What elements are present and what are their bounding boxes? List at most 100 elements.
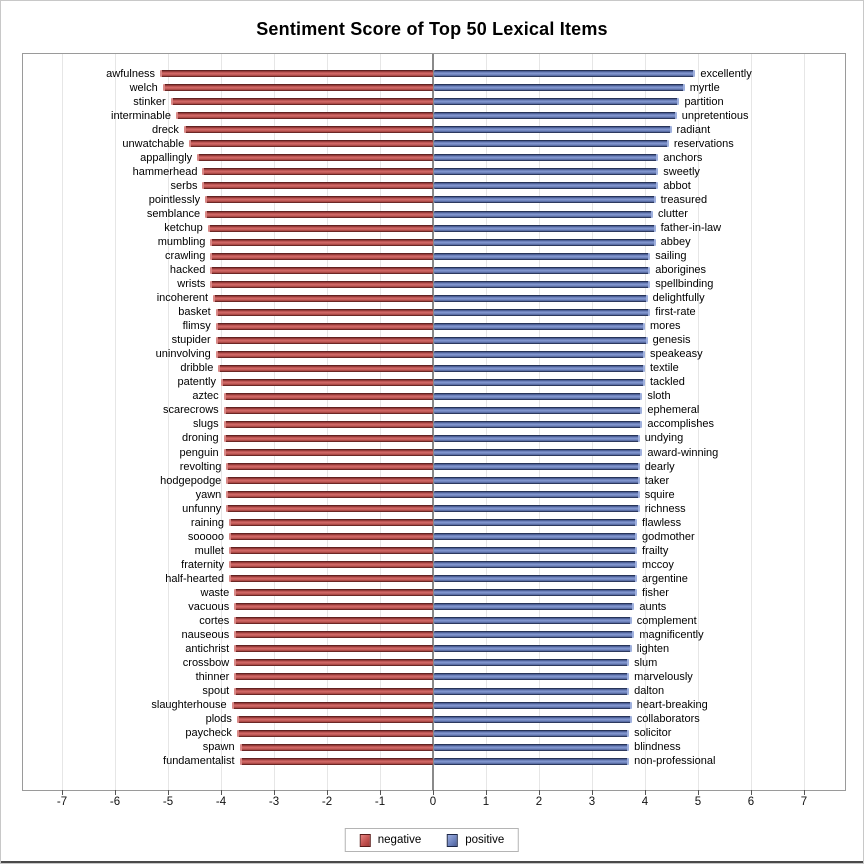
positive-bar [434,126,672,134]
legend-label-positive: positive [465,834,505,846]
negative-word-label: waste [200,586,230,599]
negative-bar [218,364,433,372]
negative-bar [226,463,433,471]
negative-bar [226,491,433,499]
x-axis-tick [380,790,381,795]
positive-word-label: myrtle [689,81,720,94]
x-axis-tick [221,790,222,795]
negative-bar [236,729,433,737]
x-axis-tick [539,790,540,795]
positive-bar [434,659,630,667]
positive-word-label: fisher [642,586,669,599]
positive-word-label: anchors [663,151,703,164]
positive-bar [434,757,630,765]
x-axis-tick [168,790,169,795]
negative-bar [234,603,433,611]
positive-bar [434,294,648,302]
positive-bar [434,617,632,625]
negative-bar [228,561,433,569]
positive-bar [434,505,640,513]
positive-bar [434,463,640,471]
negative-bar [210,238,433,246]
negative-word-label: incoherent [156,292,209,305]
positive-bar [434,561,638,569]
chart-title: Sentiment Score of Top 50 Lexical Items [256,19,608,39]
positive-word-label: spellbinding [655,278,714,291]
positive-word-label: heart-breaking [636,699,708,712]
positive-bar [434,701,632,709]
negative-bar [231,701,433,709]
positive-bar [434,420,643,428]
positive-word-label: delightfully [652,292,705,305]
positive-word-label: undying [644,432,684,445]
x-axis-tick-label: 2 [535,796,543,808]
negative-bar [228,533,433,541]
x-axis-tick [804,790,805,795]
negative-bar [223,434,433,442]
positive-bar [434,406,643,414]
negative-word-label: basket [178,306,211,319]
positive-word-label: accomplishes [647,418,714,431]
negative-word-label: yawn [195,488,222,501]
gridline [697,54,699,790]
x-axis-tick [698,790,699,795]
x-axis-tick-label: -1 [374,796,386,808]
positive-word-label: sailing [655,250,687,263]
negative-bar [221,378,433,386]
negative-bar [234,673,433,681]
negative-bar [234,589,433,597]
positive-bar [434,98,680,106]
negative-word-label: fraternity [181,558,224,571]
negative-word-label: droning [181,432,219,445]
negative-bar [202,182,433,190]
negative-bar [239,757,433,765]
x-axis-tick [115,790,116,795]
negative-word-label: unwatchable [122,137,185,150]
negative-word-label: pointlessly [148,193,201,206]
negative-word-label: mumbling [157,236,206,249]
positive-word-label: excellently [700,67,752,80]
positive-word-label: taker [644,474,670,487]
negative-bar [197,154,433,162]
positive-word-label: radiant [676,123,711,136]
negative-word-label: slaughterhouse [151,699,227,712]
positive-bar [434,449,643,456]
positive-word-label: treasured [660,193,708,206]
negative-word-label: mullet [194,544,224,557]
negative-word-label: wrists [177,278,206,291]
negative-bar [239,743,433,751]
positive-bar [434,434,640,442]
positive-bar [434,196,656,204]
negative-word-label: half-hearted [165,572,224,585]
gridline [803,54,805,790]
positive-bar [434,364,645,372]
negative-word-label: hodgepodge [160,474,222,487]
negative-word-label: slugs [192,418,219,431]
positive-word-label: non-professional [634,755,716,768]
positive-bar [434,210,653,218]
negative-bar [228,575,433,583]
legend: negative positive [344,828,520,852]
positive-bar [434,336,648,344]
positive-word-label: abbey [660,236,691,249]
x-axis-tick-label: -4 [215,796,227,808]
negative-word-label: semblance [146,208,201,220]
positive-word-label: partition [684,95,724,108]
negative-word-label: raining [190,516,224,529]
positive-word-label: ephemeral [647,404,700,417]
positive-word-label: dearly [644,460,675,473]
negative-word-label: scarecrows [163,404,219,417]
negative-bar [183,126,433,134]
x-axis-tick-label: 7 [800,796,808,808]
negative-word-label: penguin [179,446,219,459]
positive-word-label: magnificently [639,628,704,641]
positive-bar [434,631,635,639]
x-axis-tick [751,790,752,795]
bottom-edge-divider [1,861,863,863]
positive-word-label: sweetly [663,165,700,178]
x-axis-tick-label: 0 [429,796,437,808]
negative-bar [234,659,433,667]
positive-word-label: complement [636,614,697,627]
negative-word-label: hacked [169,264,206,277]
